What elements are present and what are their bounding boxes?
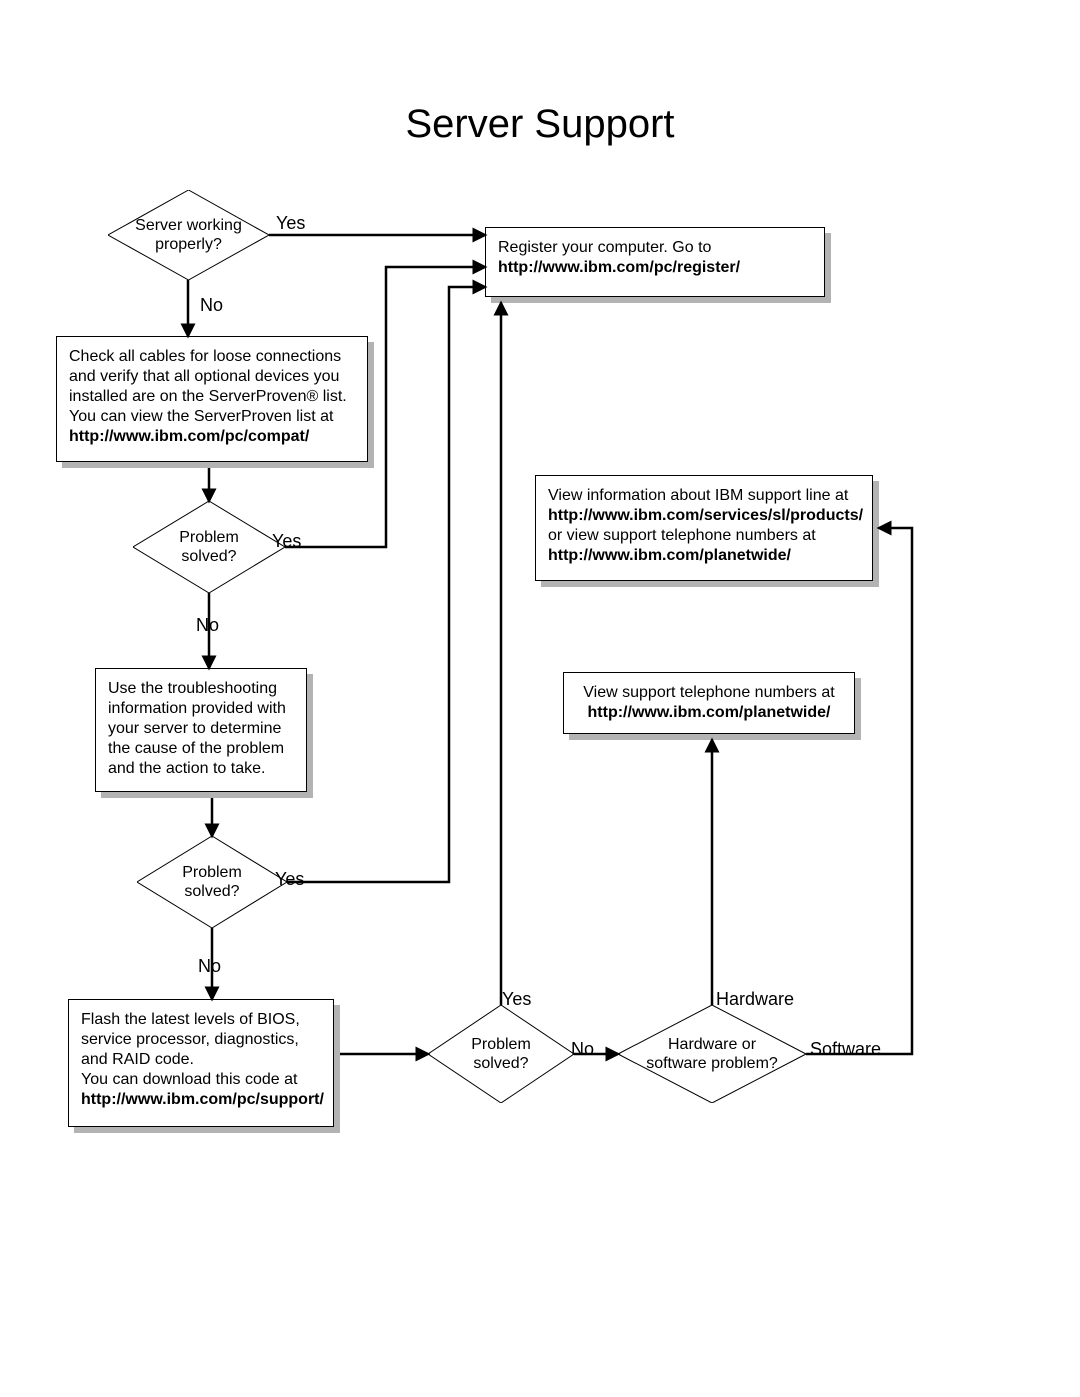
flowchart-page: Server Support Server working properly? … <box>0 0 1080 1397</box>
connector-d5_sw_to_support <box>806 528 912 1054</box>
connector-d2_yes_to_register <box>285 267 485 547</box>
connectors-layer <box>0 0 1080 1397</box>
